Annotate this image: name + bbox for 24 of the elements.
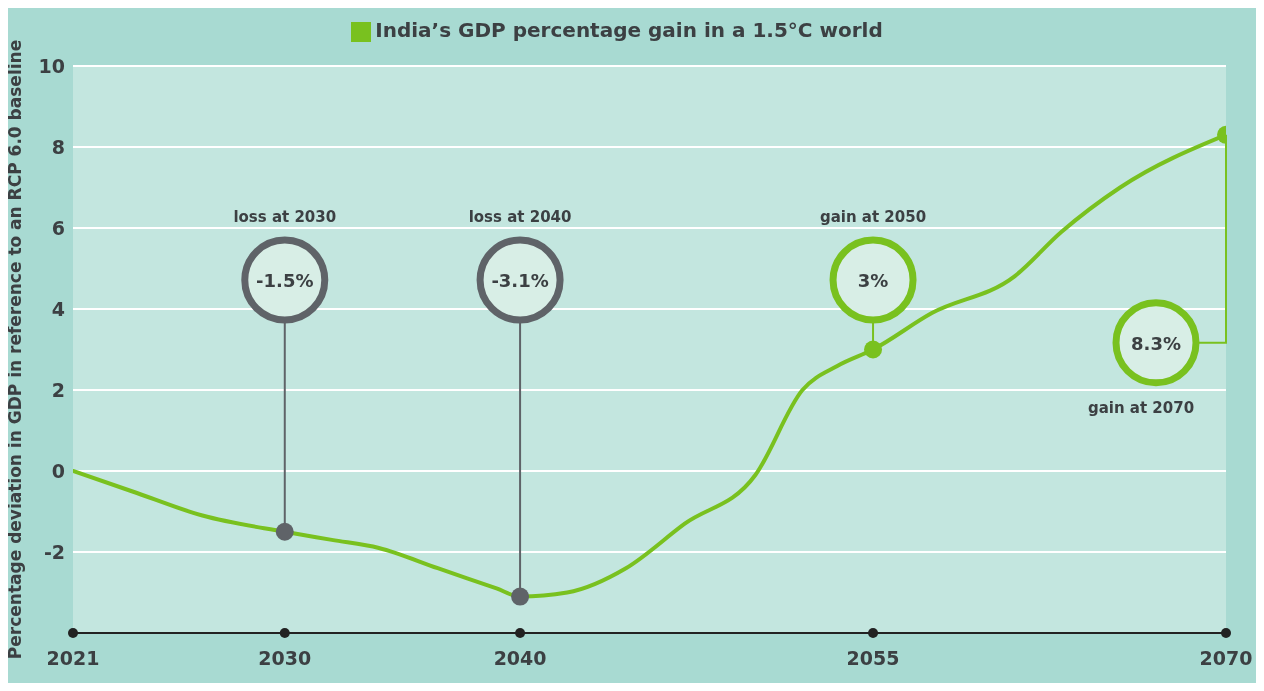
y-tick-label: 4 — [51, 297, 65, 320]
y-tick-label: 10 — [38, 54, 65, 77]
annotation: loss at 2030 — [233, 208, 337, 226]
annotation: gain at 2050 — [819, 208, 927, 226]
y-tick-label: 2 — [51, 378, 65, 401]
annotation: loss at 2040 — [468, 208, 572, 226]
annotation: -1.5% — [256, 270, 314, 291]
annotation: -3.1% — [491, 270, 549, 291]
x-tick-label: 2021 — [46, 647, 100, 669]
y-tick-label: 6 — [51, 216, 65, 239]
x-tick-label: 2070 — [1199, 647, 1253, 669]
annotation: 3% — [857, 270, 889, 291]
y-tick-label: 0 — [51, 459, 65, 482]
y-tick-label: 8 — [51, 135, 65, 158]
y-tick-label: -2 — [43, 540, 65, 563]
point — [275, 522, 294, 541]
annotation: 8.3% — [1131, 332, 1181, 354]
y-axis-title: Percentage deviation in GDP in reference to an RCP 6.0 baseline — [5, 39, 26, 660]
legend-label: India’s GDP percentage gain in a 1.5°C world — [375, 18, 883, 42]
annotation: gain at 2070 — [1087, 398, 1195, 417]
x-tick-label: 2055 — [846, 647, 900, 669]
x-tick-label: 2030 — [258, 647, 312, 669]
point — [511, 587, 530, 606]
x-tick-label: 2040 — [493, 647, 547, 669]
